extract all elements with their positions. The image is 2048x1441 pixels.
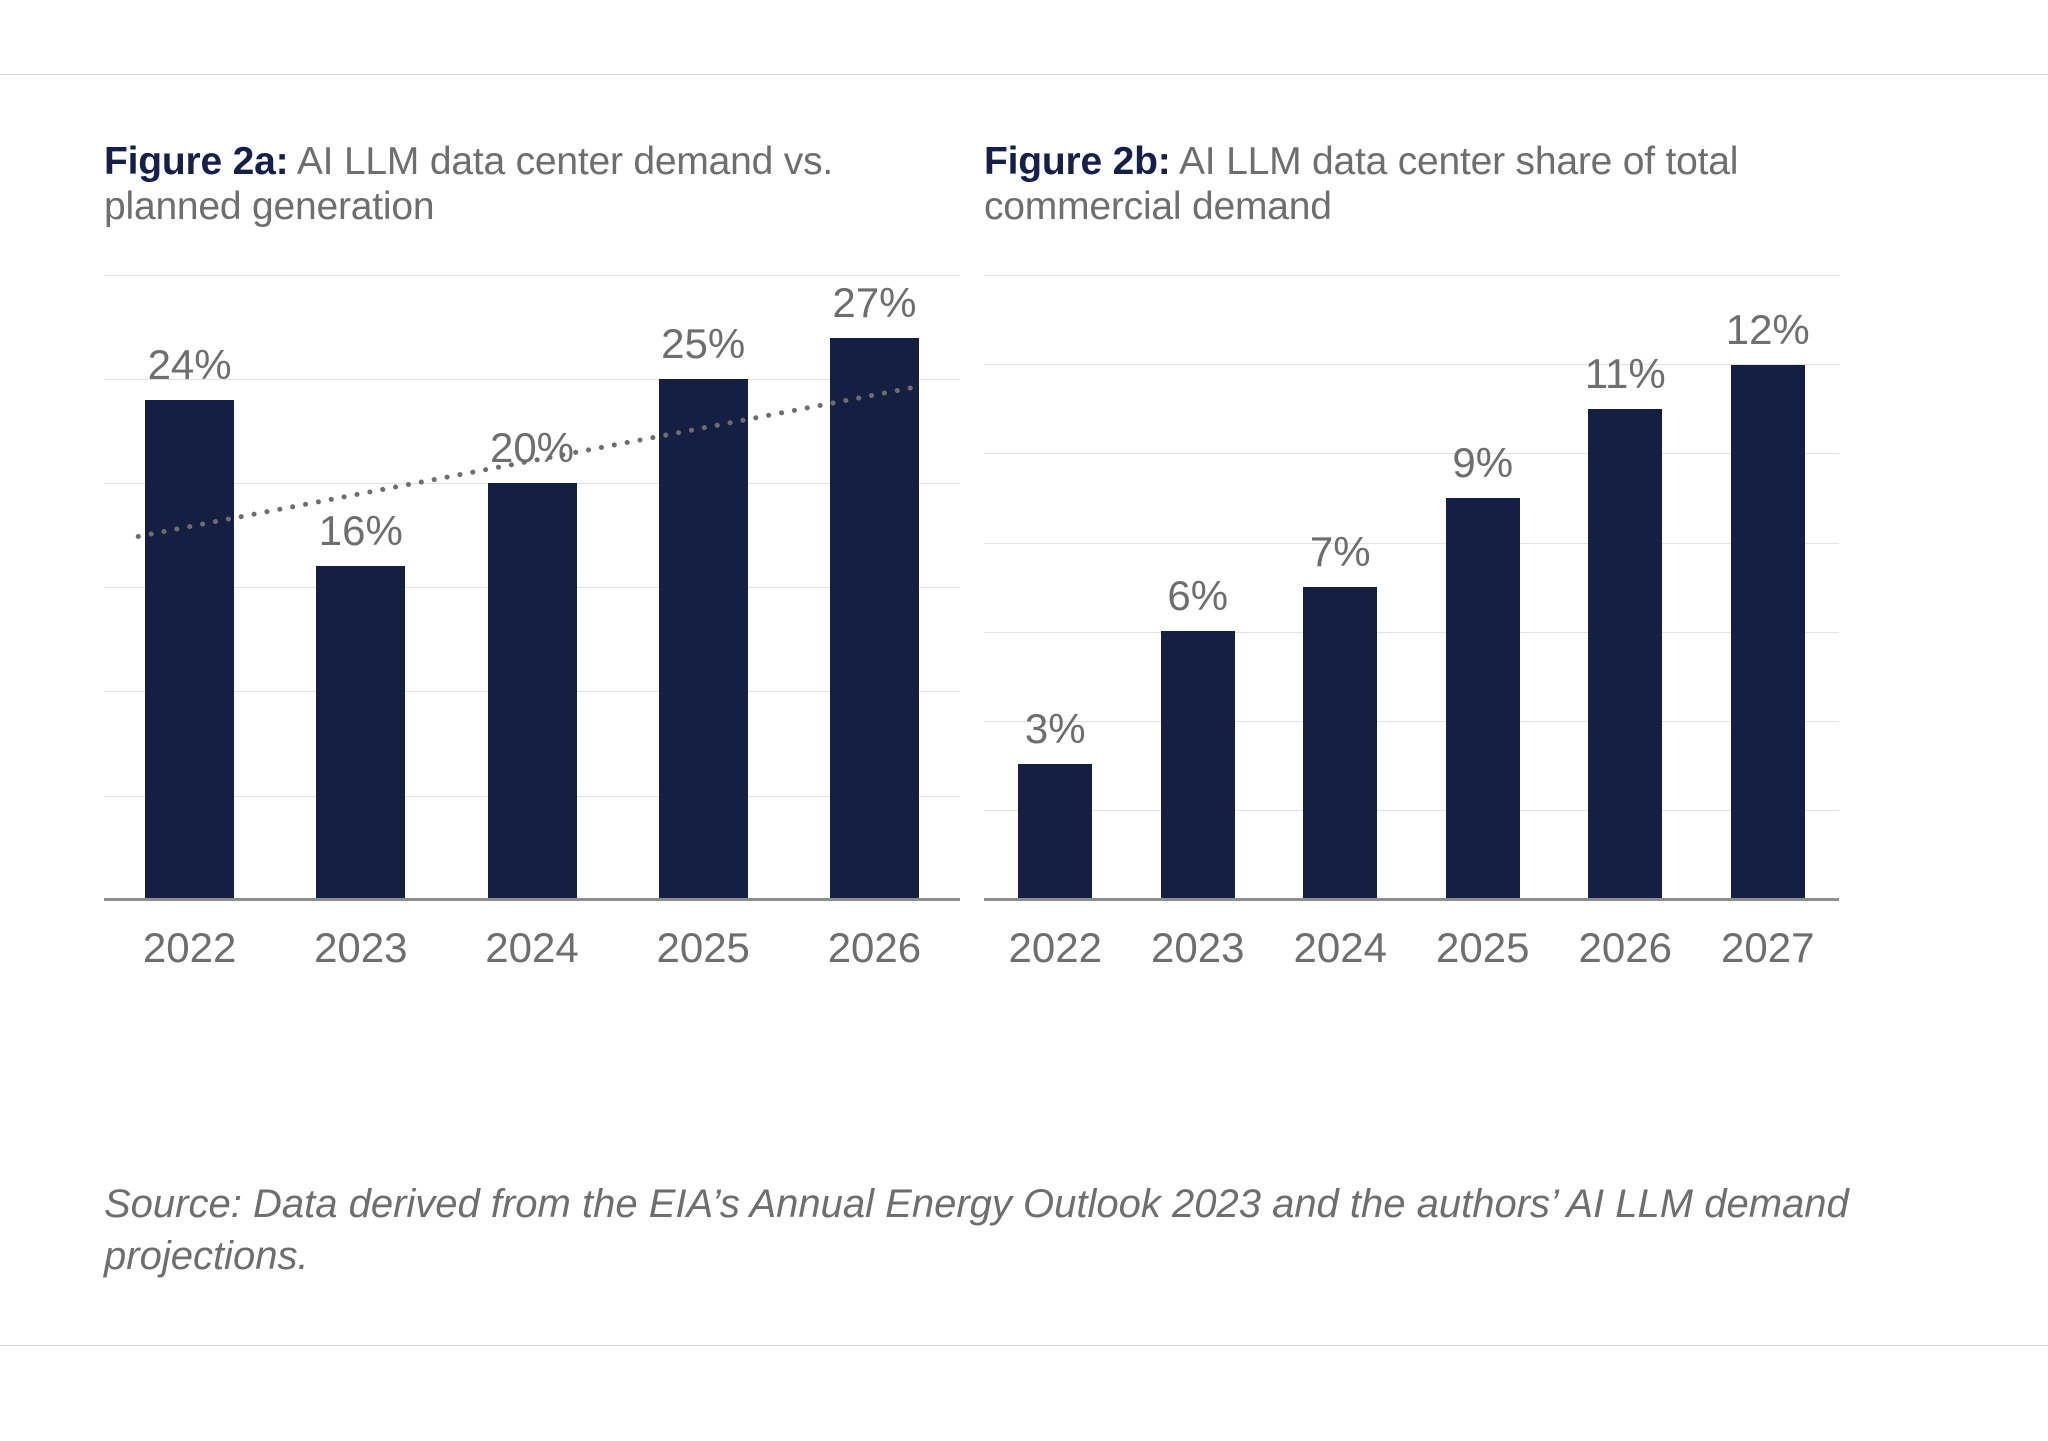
bar-value-label: 27% <box>832 278 917 326</box>
figure-2b-axis-line <box>984 897 1839 901</box>
figure-2b-plot: 3% 6% 7% 9% 11% 12% 2022 2023 2024 2025 2026 2027 <box>984 274 1839 968</box>
gridline <box>984 542 1839 544</box>
figure-2b-subtitle: AI LLM data center share of total commer… <box>984 140 1739 228</box>
bar-slot: 11% <box>1554 276 1697 898</box>
figure-2b-gridlines <box>984 274 1839 901</box>
figure-2b: Figure 2b: AI LLM data center share of t… <box>984 140 1964 968</box>
bar-slot: 3% <box>984 276 1127 898</box>
bar-slot: 24% <box>104 276 275 898</box>
bar-value-label: 24% <box>147 341 232 389</box>
gridline <box>984 363 1839 365</box>
gridline <box>984 721 1839 723</box>
bar-slot: 9% <box>1412 276 1555 898</box>
x-axis-tick-label: 2027 <box>1721 923 1815 971</box>
bar[interactable]: 3% <box>1018 708 1093 898</box>
x-axis-tick-label: 2024 <box>485 923 579 971</box>
bar-slot: 7% <box>1269 276 1412 898</box>
x-axis-tick-label: 2025 <box>1436 923 1530 971</box>
x-axis-tick-label: 2023 <box>1151 923 1245 971</box>
gridline <box>984 631 1839 633</box>
bar-value-label: 16% <box>318 506 403 554</box>
x-axis-tick-label: 2025 <box>656 923 750 971</box>
figure-2a-label: Figure 2a: <box>104 140 289 183</box>
bar[interactable]: 25% <box>658 323 748 898</box>
bar[interactable]: 7% <box>1303 530 1378 898</box>
figure-2a-title: Figure 2a: AI LLM data center demand vs.… <box>104 140 964 230</box>
bar-value-label: 7% <box>1309 527 1371 575</box>
bar[interactable]: 6% <box>1160 575 1235 898</box>
x-axis-tick-label: 2022 <box>142 923 237 971</box>
page-bottom-divider <box>0 1345 2048 1346</box>
figure-2a: Figure 2a: AI LLM data center demand vs.… <box>104 140 984 968</box>
bar[interactable]: 11% <box>1585 352 1666 898</box>
x-axis-tick-label: 2026 <box>1578 923 1672 971</box>
figure-2a-axis-line <box>104 897 960 901</box>
bar-value-label: 25% <box>661 320 746 368</box>
figure-2a-plot: 24% 16% 20% 25% 27% 2022 2023 2024 2025 2026 <box>104 274 960 968</box>
figure-2b-xaxis: 2022 2023 2024 2025 2026 2027 <box>984 923 1839 971</box>
figure-2b-label: Figure 2b: <box>984 140 1171 183</box>
bar-slot: 16% <box>275 276 446 898</box>
bar[interactable]: 20% <box>487 427 577 898</box>
source-note: Source: Data derived from the EIA’s Annu… <box>104 1182 1849 1278</box>
page-top-divider <box>0 74 2048 75</box>
bar-value-label: 11% <box>1584 349 1666 397</box>
bar[interactable]: 9% <box>1445 441 1520 898</box>
figure-2a-xaxis: 2022 2023 2024 2025 2026 <box>104 923 960 971</box>
bar-value-label: 6% <box>1167 572 1229 620</box>
bar-value-label: 12% <box>1725 305 1810 353</box>
bar-value-label: 20% <box>489 424 575 472</box>
bar[interactable]: 27% <box>829 281 919 898</box>
bar[interactable]: 12% <box>1726 308 1810 898</box>
x-axis-tick-label: 2026 <box>827 923 922 971</box>
bar-value-label: 9% <box>1452 438 1514 486</box>
gridline <box>984 453 1839 455</box>
bar-slot: 20% <box>446 276 617 898</box>
figures-container: Figure 2a: AI LLM data center demand vs.… <box>104 140 1964 968</box>
gridline <box>984 274 1839 276</box>
figure-2a-bars: 24% 16% 20% 25% 27% <box>104 276 960 898</box>
bar[interactable]: 16% <box>316 509 406 898</box>
bar-slot: 27% <box>789 276 960 898</box>
gridline <box>984 810 1839 812</box>
x-axis-tick-label: 2023 <box>314 923 408 971</box>
bar-slot: 6% <box>1127 276 1270 898</box>
bar-slot: 12% <box>1697 276 1840 898</box>
bar[interactable]: 24% <box>145 344 235 898</box>
figure-2a-subtitle: AI LLM data center demand vs. planned ge… <box>104 140 834 228</box>
gridline <box>104 274 960 276</box>
figure-2b-bars: 3% 6% 7% 9% 11% 12% <box>984 276 1839 898</box>
gridline <box>104 378 960 380</box>
bar-value-label: 3% <box>1024 705 1086 753</box>
bar-slot: 25% <box>618 276 789 898</box>
figure-2b-title: Figure 2b: AI LLM data center share of t… <box>984 140 1844 230</box>
x-axis-tick-label: 2022 <box>1008 923 1102 971</box>
x-axis-tick-label: 2024 <box>1293 923 1387 971</box>
